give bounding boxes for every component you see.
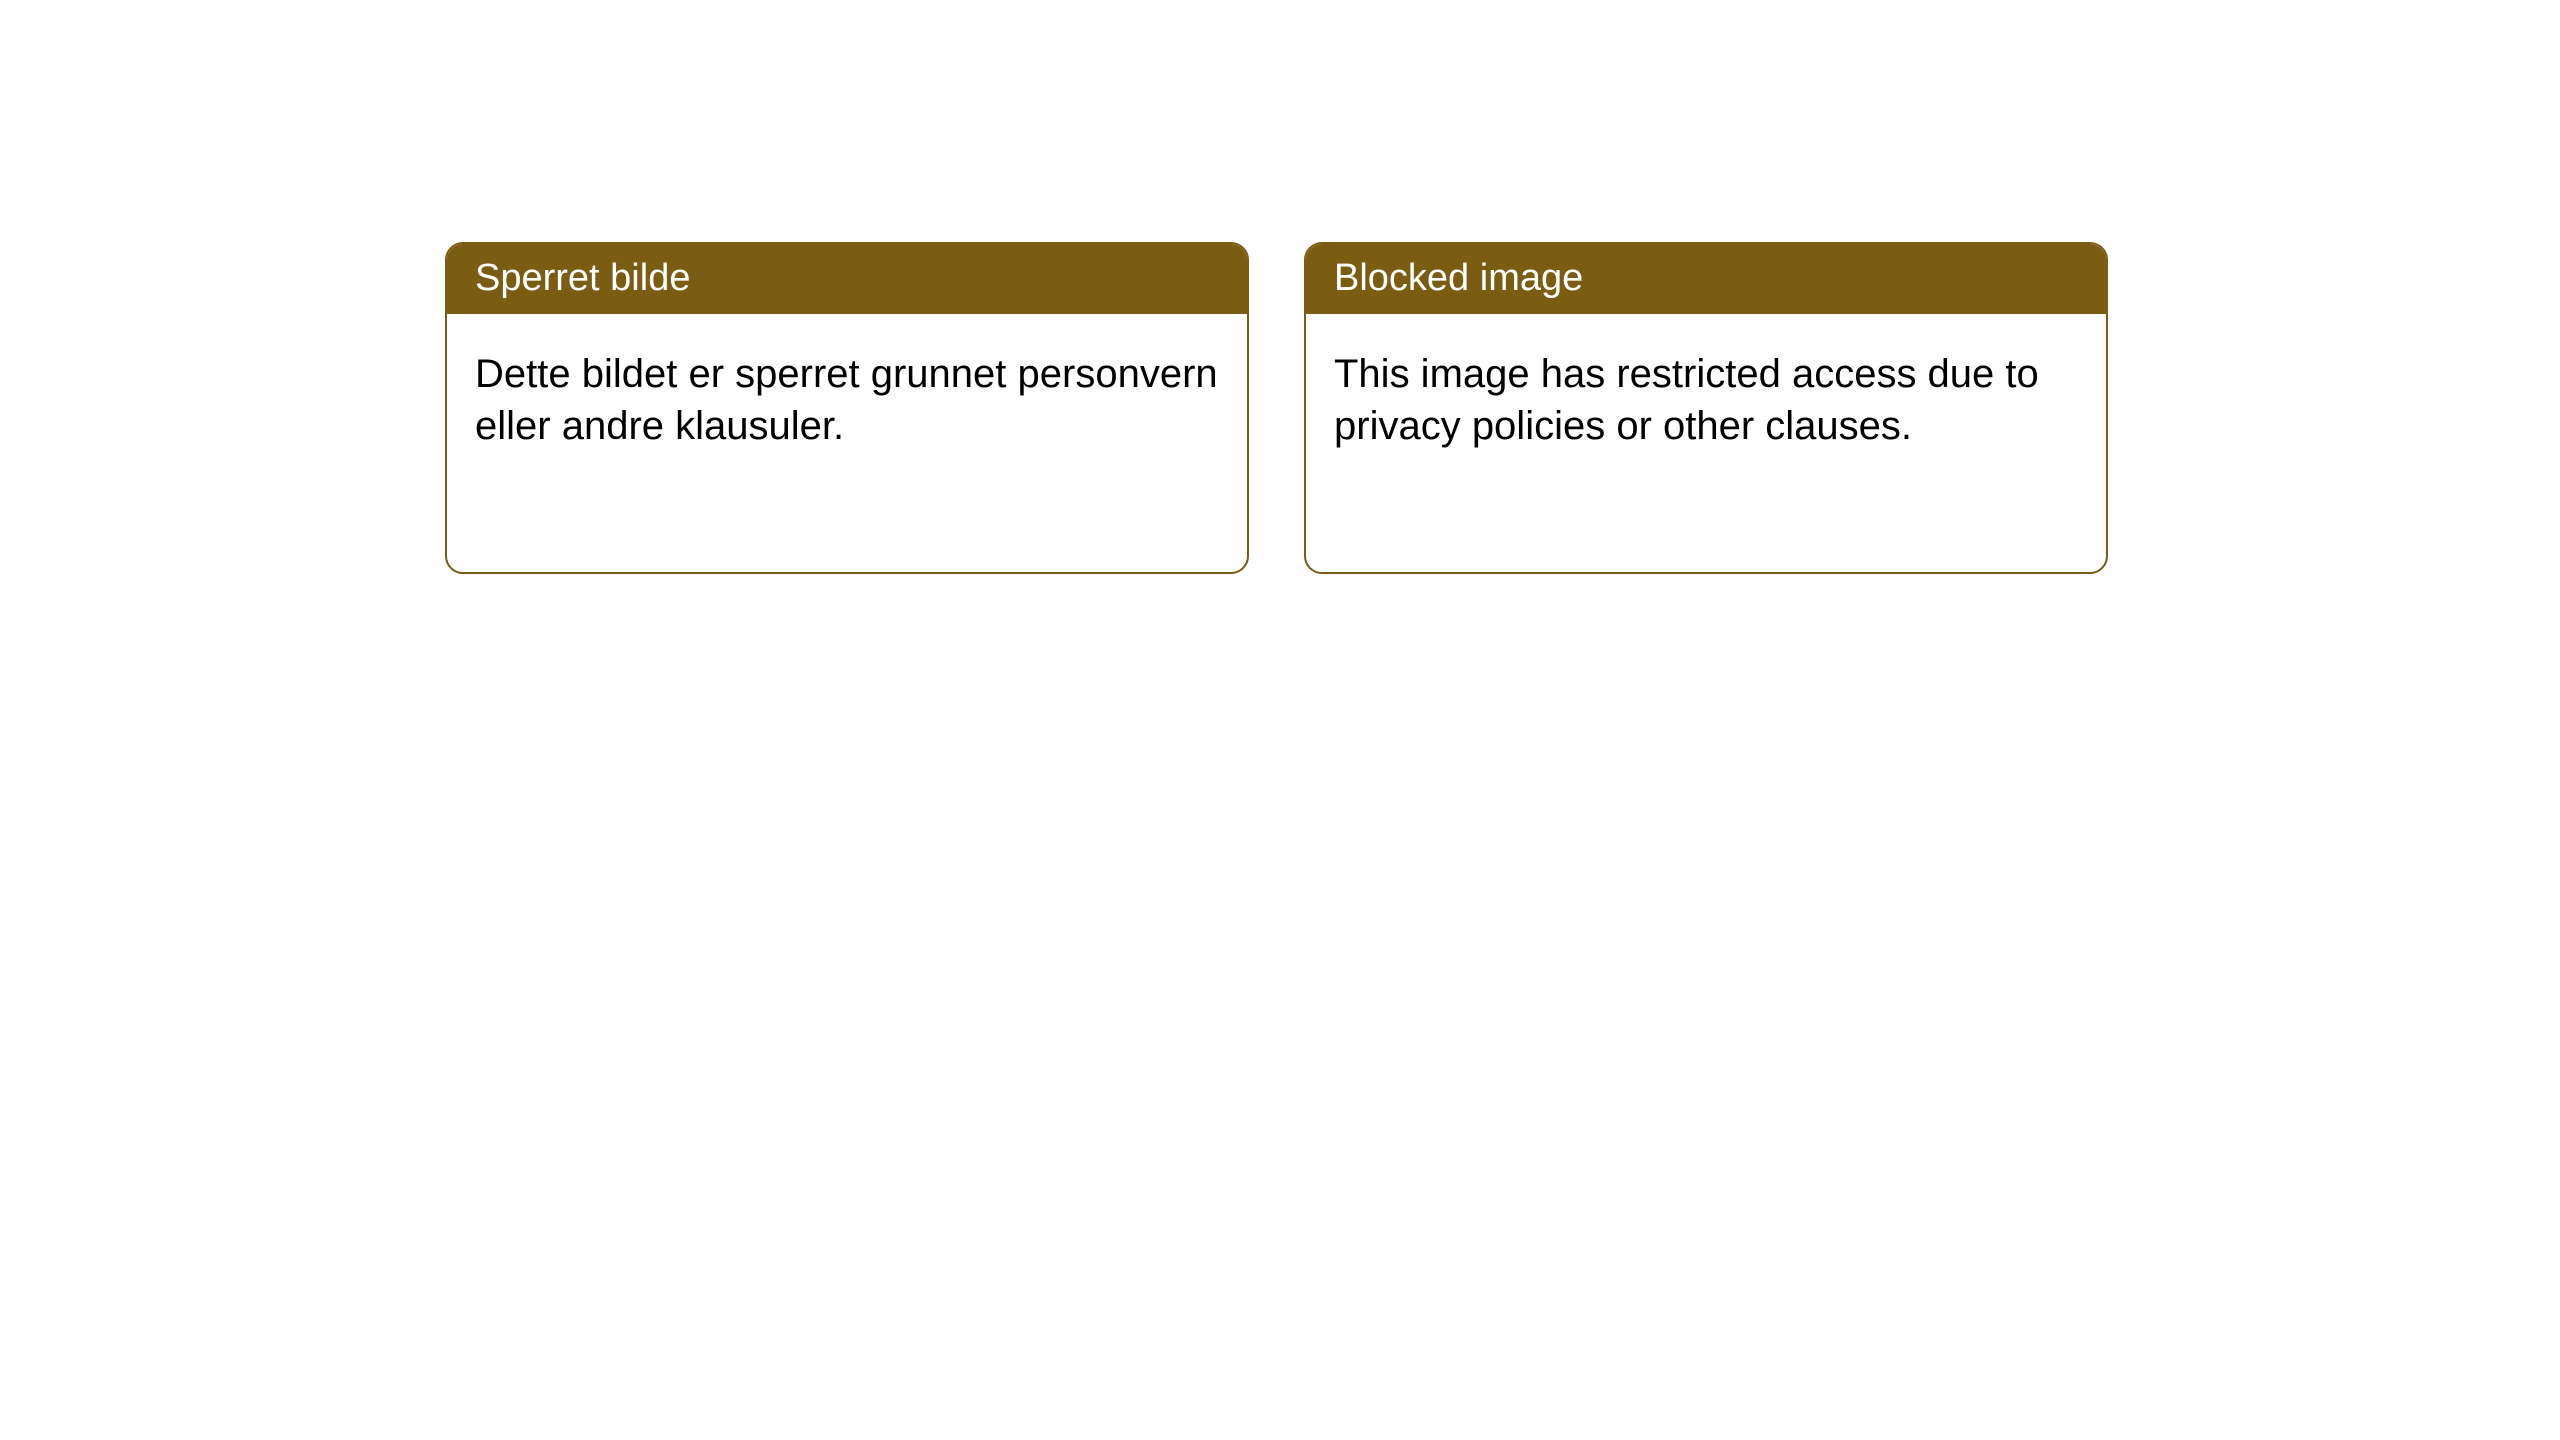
card-title: Blocked image (1334, 257, 1583, 299)
card-header: Sperret bilde (447, 244, 1247, 314)
notice-cards-container: Sperret bilde Dette bildet er sperret gr… (445, 242, 2108, 574)
notice-card-english: Blocked image This image has restricted … (1304, 242, 2108, 574)
notice-card-norwegian: Sperret bilde Dette bildet er sperret gr… (445, 242, 1249, 574)
card-body-text: This image has restricted access due to … (1334, 352, 2039, 448)
card-body: This image has restricted access due to … (1306, 314, 2106, 486)
card-header: Blocked image (1306, 244, 2106, 314)
card-title: Sperret bilde (475, 257, 690, 299)
card-body-text: Dette bildet er sperret grunnet personve… (475, 352, 1218, 448)
card-body: Dette bildet er sperret grunnet personve… (447, 314, 1247, 486)
